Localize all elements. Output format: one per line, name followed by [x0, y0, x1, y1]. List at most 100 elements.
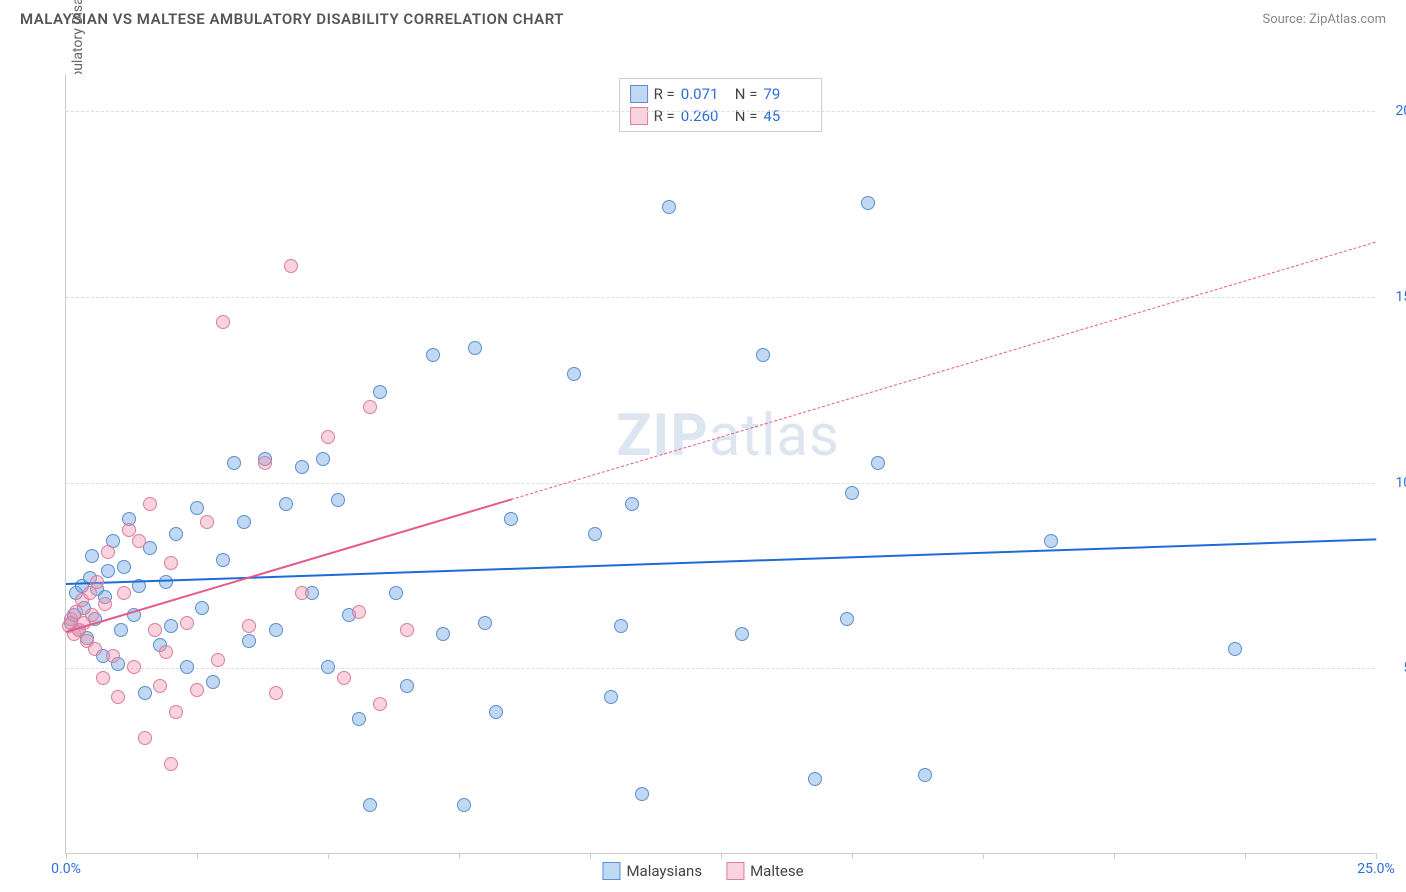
x-tick-mark [1376, 853, 1377, 859]
data-point [861, 196, 875, 210]
data-point [468, 341, 482, 355]
y-tick-label: 20.0% [1381, 103, 1406, 119]
data-point [117, 586, 131, 600]
data-point [457, 798, 471, 812]
gridline [66, 483, 1375, 484]
data-point [808, 772, 822, 786]
data-point [284, 259, 298, 273]
data-point [871, 456, 885, 470]
x-tick-mark [1245, 853, 1246, 859]
data-point [337, 671, 351, 685]
legend-label: Malaysians [626, 862, 702, 880]
data-point [242, 619, 256, 633]
data-point [918, 768, 932, 782]
legend-label: Maltese [750, 862, 803, 880]
stats-legend-row: R = 0.071 N = 79 [630, 83, 812, 105]
data-point [190, 501, 204, 515]
data-point [478, 616, 492, 630]
data-point [363, 400, 377, 414]
data-point [321, 430, 335, 444]
series-legend: Malaysians Maltese [602, 862, 803, 880]
x-tick-mark [328, 853, 329, 859]
data-point [352, 605, 366, 619]
data-point [1044, 534, 1058, 548]
data-point [106, 649, 120, 663]
data-point [269, 686, 283, 700]
data-point [614, 619, 628, 633]
data-point [111, 690, 125, 704]
data-point [114, 623, 128, 637]
data-point [101, 564, 115, 578]
legend-swatch [726, 862, 744, 880]
data-point [101, 545, 115, 559]
data-point [153, 679, 167, 693]
data-point [258, 456, 272, 470]
data-point [180, 660, 194, 674]
data-point [206, 675, 220, 689]
x-tick-mark [1114, 853, 1115, 859]
data-point [489, 705, 503, 719]
legend-swatch [630, 85, 648, 103]
data-point [164, 556, 178, 570]
data-point [169, 527, 183, 541]
data-point [164, 757, 178, 771]
data-point [331, 493, 345, 507]
data-point [117, 560, 131, 574]
data-point [88, 642, 102, 656]
data-point [635, 787, 649, 801]
data-point [200, 515, 214, 529]
data-point [504, 512, 518, 526]
x-tick-mark [721, 853, 722, 859]
data-point [625, 497, 639, 511]
data-point [138, 731, 152, 745]
data-point [567, 367, 581, 381]
data-point [363, 798, 377, 812]
data-point [400, 679, 414, 693]
data-point [195, 601, 209, 615]
x-tick-mark [197, 853, 198, 859]
y-tick-label: 10.0% [1381, 475, 1406, 491]
data-point [164, 619, 178, 633]
data-point [436, 627, 450, 641]
x-tick-mark [66, 853, 67, 859]
x-tick-mark [459, 853, 460, 859]
data-point [242, 634, 256, 648]
trend-line [511, 241, 1376, 499]
data-point [756, 348, 770, 362]
data-point [138, 686, 152, 700]
data-point [389, 586, 403, 600]
legend-item: Malaysians [602, 862, 702, 880]
data-point [148, 623, 162, 637]
x-tick-mark [983, 853, 984, 859]
data-point [373, 385, 387, 399]
data-point [662, 200, 676, 214]
gridline [66, 297, 1375, 298]
legend-swatch [630, 107, 648, 125]
data-point [279, 497, 293, 511]
data-point [316, 452, 330, 466]
data-point [400, 623, 414, 637]
data-point [159, 575, 173, 589]
data-point [604, 690, 618, 704]
data-point [216, 315, 230, 329]
gridline [66, 668, 1375, 669]
data-point [132, 534, 146, 548]
data-point [373, 697, 387, 711]
data-point [127, 660, 141, 674]
data-point [90, 575, 104, 589]
data-point [98, 597, 112, 611]
data-point [845, 486, 859, 500]
trend-line [66, 538, 1376, 585]
data-point [227, 456, 241, 470]
data-point [295, 460, 309, 474]
data-point [190, 683, 204, 697]
data-point [1228, 642, 1242, 656]
data-point [159, 645, 173, 659]
data-point [426, 348, 440, 362]
gridline [66, 111, 1375, 112]
stats-legend-row: R = 0.260 N = 45 [630, 105, 812, 127]
watermark-zip: ZIP [616, 402, 709, 470]
x-tick-mark [590, 853, 591, 859]
data-point [143, 497, 157, 511]
legend-item: Maltese [726, 862, 803, 880]
